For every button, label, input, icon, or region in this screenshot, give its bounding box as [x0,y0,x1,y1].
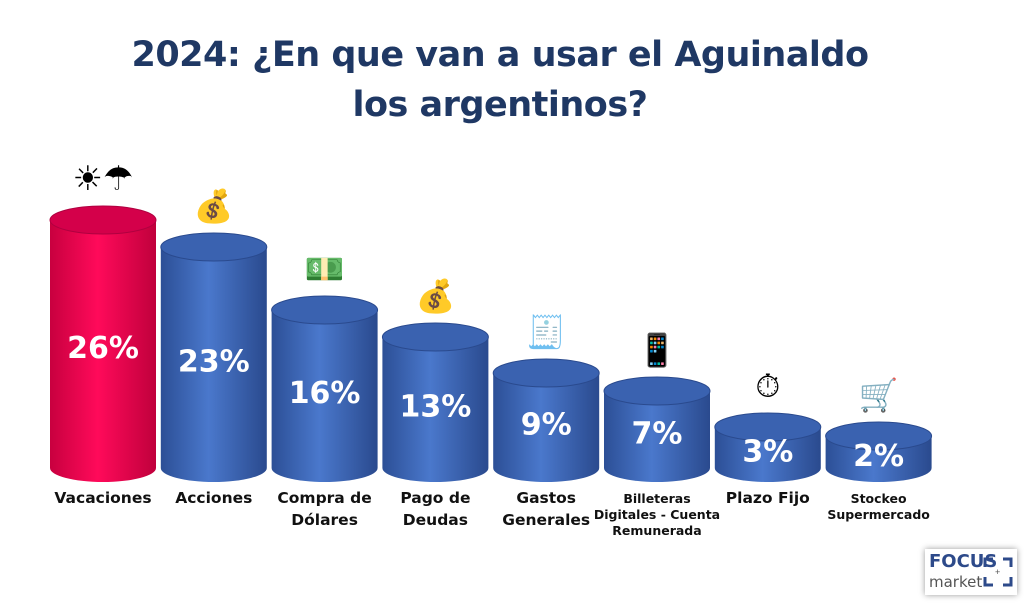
category-label: Deudas [403,511,468,529]
category-label: Compra de [277,489,371,507]
category-label: Supermercado [827,507,930,522]
bar-1: 23% 💰 Acciones [160,188,268,507]
bar-top [381,322,489,352]
category-label: Digitales - Cuenta [594,507,720,522]
value-label: 23% [178,345,250,380]
bar-top [714,412,822,442]
bar-0: 26% ☀☂ Vacaciones [49,160,157,507]
title-line-2: los argentinos? [352,85,648,125]
logo-frame-icon: + [983,557,1013,587]
bar-body [160,247,267,483]
bar-body [382,337,489,483]
bar-6: 3% ⏱ Plazo Fijo [714,368,822,507]
category-label: Stockeo [851,491,907,506]
value-label: 13% [399,390,471,425]
chart-title: 2024: ¿En que van a usar el Aguinaldo lo… [0,30,1000,130]
bar-body [604,391,710,482]
title-line-1: 2024: ¿En que van a usar el Aguinaldo [131,35,869,75]
category-label: Remunerada [612,523,701,538]
category-label: Dólares [291,511,358,529]
money-bag-network-icon: 💰 [194,188,234,225]
phone-wallet-icon: 📱 [637,332,677,368]
hand-money-bag-icon: 💰 [415,278,455,315]
cash-exchange-icon: 💵 [305,251,345,287]
beach-umbrella-icon: ☀☂ [73,160,134,198]
bar-top [49,205,157,235]
category-label: Generales [502,511,590,529]
bar-body [271,310,378,483]
bar-3: 13% 💰 Pago de Deudas [381,278,489,529]
logo-focus: FOCUS [929,551,998,572]
shopping-cart-icon: 🛒 [859,377,899,413]
bar-4: 9% 🧾 Gastos Generales [492,314,600,529]
value-label: 7% [632,417,683,452]
bar-top [271,295,379,325]
bar-body [50,220,156,482]
bar-top [825,421,933,451]
category-label: Gastos [516,489,576,507]
category-label: Billeteras [623,491,690,506]
value-label: 2% [853,439,904,474]
bar-top [160,232,268,262]
bar-body [714,427,821,483]
bar-top [492,358,600,388]
focus-market-logo: FOCUS market + [925,549,1017,595]
bar-body [493,373,600,483]
logo-market: market [929,573,983,591]
stopwatch-dollar-icon: ⏱ [755,368,780,404]
category-label: Pago de [400,489,470,507]
category-label: Acciones [175,489,252,507]
bar-top [603,376,711,406]
category-label: Plazo Fijo [726,489,810,507]
svg-text:+: + [995,567,1000,577]
value-label: 3% [742,435,793,470]
value-label: 26% [67,331,139,366]
bar-2: 16% 💵 Compra de Dólares [271,251,379,529]
category-label: Vacaciones [54,489,151,507]
pos-terminal-icon: 🧾 [526,314,566,350]
value-label: 16% [289,376,361,411]
value-label: 9% [521,408,572,443]
